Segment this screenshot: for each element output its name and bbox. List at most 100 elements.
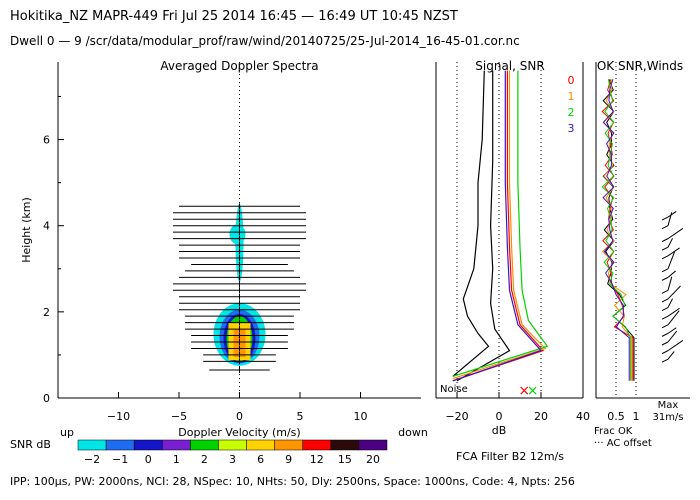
legend-entry: 2: [568, 106, 575, 119]
colorbar-swatch: [246, 439, 275, 451]
frac-ok-line: [601, 79, 631, 381]
wind-barb: [667, 340, 684, 352]
colorbar-swatch: [302, 439, 332, 451]
colorbar-tick-label: 1: [173, 453, 180, 466]
signal-xtick-label: −20: [445, 410, 468, 423]
legend-entry: 1: [568, 90, 575, 103]
spectra-ytick-label: 0: [43, 392, 50, 405]
colorbar-swatch: [105, 439, 135, 451]
spectra-xtick-label: −5: [171, 410, 187, 423]
colorbar-tick-label: 3: [229, 453, 236, 466]
wind-barb-feather: [661, 268, 669, 273]
colorbar-tick-label: 2: [201, 453, 208, 466]
spectra-ytick-label: 4: [43, 220, 50, 233]
wind-barb-feather: [661, 289, 669, 294]
wind-barb: [667, 238, 673, 248]
wind-barb: [667, 247, 680, 257]
colorbar-swatch: [190, 439, 219, 451]
signal-xtick-label: 40: [576, 410, 590, 423]
colorbar-swatch: [77, 439, 107, 451]
noise-label: Noise: [440, 384, 468, 395]
signal-series-line: [452, 70, 547, 380]
fca-filter-label: FCA Filter B2 12m/s: [456, 450, 564, 463]
wind-barb-feather: [661, 246, 669, 251]
spectra-x-label: Doppler Velocity (m/s): [178, 426, 300, 439]
header-line-1: Hokitika_NZ MAPR-449 Fri Jul 25 2014 16:…: [10, 9, 458, 24]
wind-barb-feather: [661, 315, 669, 320]
colorbar-tick-label: 0: [145, 453, 152, 466]
wind-barb-feather: [661, 255, 669, 260]
max-speed-label: 31m/s: [652, 412, 683, 423]
colorbar-tick-label: 12: [310, 453, 324, 466]
signal-title: Signal, SNR: [475, 59, 544, 73]
signal-series-line: [456, 70, 511, 382]
signal-xtick-label: 20: [534, 410, 548, 423]
noise-marker-red: ×: [518, 383, 530, 399]
colorbar-swatch: [274, 439, 303, 451]
wind-barb: [667, 307, 680, 317]
wind-barb: [667, 330, 678, 343]
wind-barb-feather: [661, 350, 669, 355]
wind-barb: [667, 285, 681, 300]
wind-barb: [667, 251, 675, 269]
spectra-y-label: Height (km): [20, 197, 33, 263]
wind-barb-feather: [661, 358, 669, 363]
spectra-ytick-label: 2: [43, 306, 50, 319]
spectra-xtick-label: 5: [297, 410, 304, 423]
frac-ok-label: Frac OK: [594, 426, 633, 437]
colorbar-tick-label: 9: [285, 453, 292, 466]
noise-marker-green: ×: [527, 383, 539, 399]
colorbar-swatch: [218, 439, 247, 451]
colorbar-label: SNR dB: [10, 438, 51, 451]
wind-barb-feather: [661, 276, 669, 281]
legend-entry: 0: [568, 74, 575, 87]
footer-parameters: IPP: 100µs, PW: 2000ns, NCI: 28, NSpec: …: [10, 475, 575, 488]
colorbar-tick-label: 6: [257, 453, 264, 466]
signal-series-line: [452, 70, 490, 377]
wind-barb: [667, 276, 673, 291]
colorbar-tick-label: −2: [84, 453, 100, 466]
colorbar-tick-label: 20: [366, 453, 380, 466]
colorbar-swatch: [358, 439, 388, 451]
ok-title: OK SNR,Winds: [597, 59, 683, 73]
colorbar-swatch: [162, 439, 191, 451]
spectra-xtick-label: 0: [236, 410, 243, 423]
wind-barb-feather: [661, 298, 669, 303]
ok-xtick-label: 1: [633, 410, 640, 423]
colorbar-swatch: [330, 439, 360, 451]
down-label: down: [398, 426, 428, 439]
colorbar-tick-label: 15: [338, 453, 352, 466]
signal-xtick-label: 0: [496, 410, 503, 423]
up-label: up: [60, 426, 74, 439]
colorbar-tick-label: −1: [112, 453, 128, 466]
wind-barb: [667, 327, 677, 334]
spectra-xtick-label: −10: [107, 410, 130, 423]
legend-entry: 3: [568, 122, 575, 135]
ok-xtick-label: 0.5: [607, 410, 625, 423]
echo-upper-cyan-patch: [229, 224, 246, 245]
wind-barb-feather: [661, 225, 669, 230]
colorbar-swatch: [133, 439, 163, 451]
wind-barb: [667, 298, 673, 308]
max-label: Max: [658, 400, 679, 411]
signal-series-line: [452, 70, 545, 382]
wind-barb: [667, 351, 675, 360]
wind-barb-feather: [661, 216, 669, 221]
header-line-2: Dwell 0 — 9 /scr/data/modular_prof/raw/w…: [10, 34, 520, 48]
wind-barb: [667, 310, 680, 326]
spectra-xtick-label: 10: [354, 410, 368, 423]
wind-barb: [667, 212, 673, 226]
spectra-ytick-label: 6: [43, 134, 50, 147]
wind-barb-feather: [661, 341, 669, 346]
frac-ok-line: [602, 79, 630, 381]
signal-x-label: dB: [492, 424, 507, 437]
wind-barb-feather: [661, 307, 669, 311]
ac-offset-label: ··· AC offset: [594, 438, 652, 449]
wind-barb: [667, 270, 676, 278]
wind-barb: [667, 228, 684, 240]
wind-barb-feather: [661, 324, 669, 329]
signal-series-line: [452, 70, 549, 378]
wind-barb: [667, 211, 677, 218]
wind-barb-feather: [661, 332, 669, 337]
